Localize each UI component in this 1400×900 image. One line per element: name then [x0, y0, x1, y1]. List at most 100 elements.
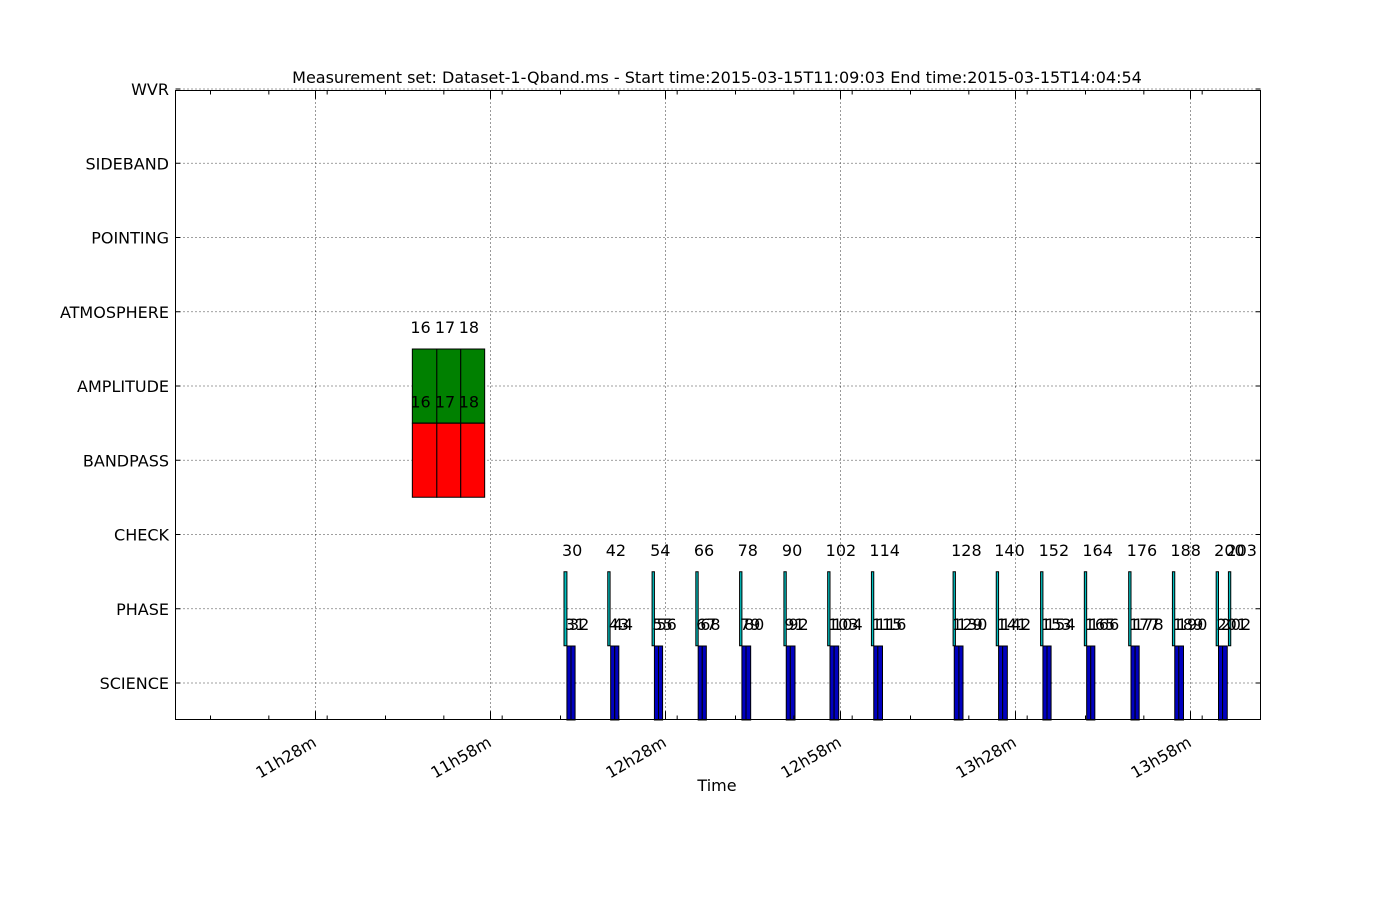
scan-bar-science-92: [789, 645, 796, 721]
scan-label-science-153: 153: [1041, 615, 1072, 634]
scan-bar-science-166: [1090, 645, 1096, 721]
y-tick-label: PHASE: [116, 600, 169, 619]
y-tick-label: SCIENCE: [100, 674, 169, 693]
scan-label-science-177: 177: [1129, 615, 1160, 634]
scan-bar-science-141: [998, 645, 1004, 721]
scan-label-phase-90: 90: [782, 541, 802, 560]
scan-label-science-91: 91: [784, 615, 804, 634]
scan-bar-phase-152: [1040, 571, 1044, 647]
scan-label-phase-54: 54: [650, 541, 670, 560]
scan-label-science-56: 56: [657, 615, 677, 634]
scan-label-science-190: 190: [1177, 615, 1208, 634]
chart-title: Measurement set: Dataset-1-Qband.ms - St…: [292, 68, 1142, 87]
scan-bar-science-103: [829, 645, 835, 721]
scan-label-bandpass-16: 16: [410, 392, 430, 411]
scan-bar-bandpass-16: [411, 422, 438, 498]
scan-bar-science-55: [653, 645, 660, 721]
scan-bar-science-43: [610, 645, 616, 721]
scan-bars: [411, 348, 1232, 721]
scan-bar-science-91: [785, 645, 791, 721]
scan-label-science-154: 154: [1045, 615, 1076, 634]
scan-bar-phase-176: [1128, 571, 1132, 647]
scan-label-science-43: 43: [609, 615, 629, 634]
scan-bar-phase-200: [1215, 571, 1219, 647]
scan-label-phase-102: 102: [826, 541, 857, 560]
scan-bar-science-177: [1130, 645, 1136, 721]
scan-bar-bandpass-18: [460, 422, 486, 498]
scan-bar-phase-128: [952, 571, 956, 647]
scan-bar-science-67: [697, 645, 703, 721]
scan-label-science-115: 115: [872, 615, 903, 634]
scan-bar-phase-78: [739, 571, 743, 647]
scan-label-science-142: 142: [1001, 615, 1032, 634]
scan-label-science-129: 129: [952, 615, 983, 634]
scan-bar-phase-66: [695, 571, 699, 647]
scan-bar-phase-102: [827, 571, 831, 647]
scan-bar-science-116: [877, 645, 883, 721]
scan-bar-science-115: [873, 645, 879, 721]
scan-label-amplitude-17: 17: [435, 318, 455, 337]
scan-bar-science-153: [1042, 645, 1048, 721]
scan-label-bandpass-17: 17: [435, 392, 455, 411]
scan-label-science-165: 165: [1085, 615, 1116, 634]
y-tick-label: AMPLITUDE: [77, 377, 169, 396]
y-tick-label: CHECK: [114, 526, 169, 545]
y-tick-label: BANDPASS: [83, 451, 169, 470]
scan-bar-science-142: [1002, 645, 1008, 721]
plot-frame: [175, 90, 1261, 720]
scan-bar-phase-114: [870, 571, 875, 647]
scan-label-bandpass-18: 18: [459, 392, 479, 411]
scan-bar-phase-164: [1083, 571, 1088, 647]
scan-bar-amplitude-17: [436, 348, 462, 424]
scan-bar-amplitude-16: [411, 348, 438, 424]
y-tick-label: SIDEBAND: [85, 154, 169, 173]
y-axis: SCIENCE PHASE CHECK BANDPASS AMPLITUDE ATMOSP…: [60, 80, 1261, 693]
scan-bar-science-32: [570, 645, 576, 721]
scan-label-science-55: 55: [652, 615, 672, 634]
scan-bar-science-104: [833, 645, 840, 721]
scan-label-phase-114: 114: [869, 541, 900, 560]
scan-bar-phase-54: [651, 571, 655, 647]
scan-label-science-92: 92: [788, 615, 808, 634]
scan-bar-science-80: [745, 645, 752, 721]
scan-bar-science-56: [658, 645, 664, 721]
y-tick-label: WVR: [131, 80, 169, 99]
scan-bar-science-130: [958, 645, 964, 721]
scan-bar-amplitude-18: [460, 348, 486, 424]
scan-label-science-201: 201: [1217, 615, 1248, 634]
scan-label-phase-78: 78: [738, 541, 758, 560]
scan-label-science-79: 79: [740, 615, 760, 634]
scan-label-science-67: 67: [696, 615, 716, 634]
scan-bar-science-201: [1218, 645, 1224, 721]
scan-label-amplitude-18: 18: [459, 318, 479, 337]
scan-bar-science-79: [741, 645, 747, 721]
scan-bar-science-154: [1046, 645, 1052, 721]
grid-lines: [175, 88, 1261, 720]
scan-label-science-202: 202: [1221, 615, 1252, 634]
scan-label-phase-176: 176: [1127, 541, 1158, 560]
y-tick-label: POINTING: [91, 229, 169, 248]
scan-label-phase-152: 152: [1039, 541, 1070, 560]
scan-bar-science-165: [1086, 645, 1092, 721]
scan-label-phase-164: 164: [1082, 541, 1113, 560]
scan-bar-bandpass-17: [436, 422, 462, 498]
scan-label-science-130: 130: [957, 615, 988, 634]
scan-label-science-68: 68: [700, 615, 720, 634]
scan-bar-science-189: [1174, 645, 1180, 721]
scan-label-phase-200: 200: [1214, 541, 1245, 560]
scan-bar-phase-140: [995, 571, 1000, 647]
x-axis-label: Time: [696, 776, 736, 795]
scan-label-phase-30: 30: [562, 541, 582, 560]
scan-label-science-44: 44: [613, 615, 633, 634]
scan-bar-science-202: [1222, 645, 1228, 721]
scan-bar-phase-203: [1227, 571, 1232, 647]
scan-label-science-116: 116: [876, 615, 907, 634]
y-tick-label: ATMOSPHERE: [60, 303, 169, 322]
scan-label-science-31: 31: [565, 615, 585, 634]
scan-label-phase-203: 203: [1226, 541, 1257, 560]
scan-label-science-141: 141: [997, 615, 1028, 634]
scan-label-science-32: 32: [569, 615, 589, 634]
scan-bar-phase-42: [607, 571, 611, 647]
